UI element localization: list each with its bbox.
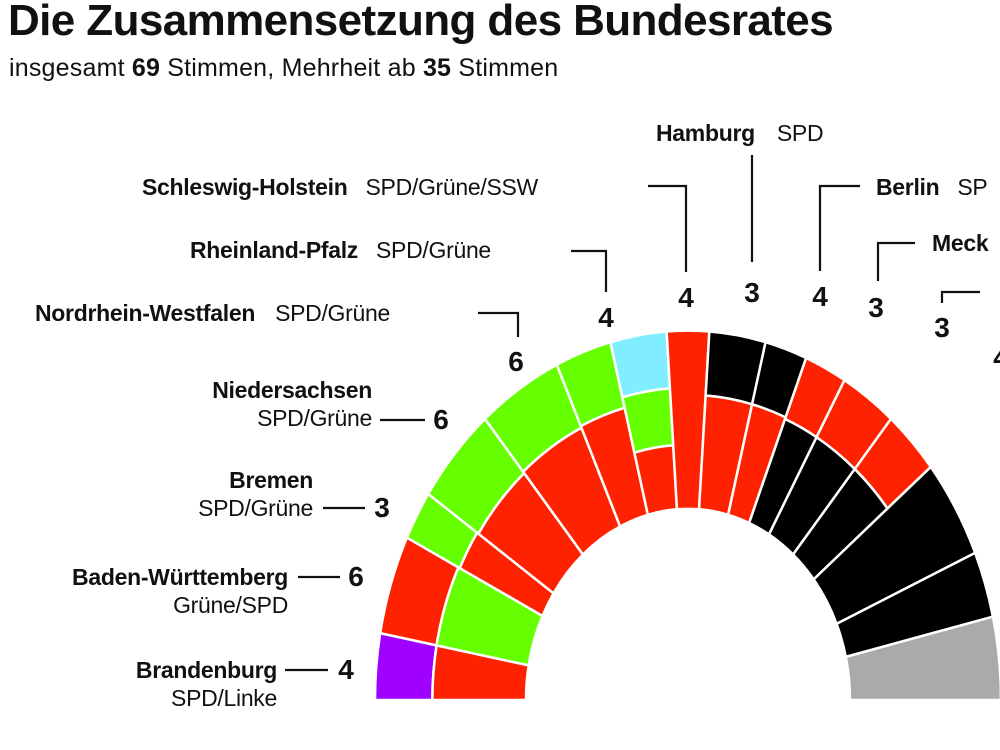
label-schleswig-holstein: Schleswig-Holstein SPD/Grüne/SSW [142,173,538,201]
votes-brandenburg: 4 [338,654,354,685]
state-name: Hamburg [656,120,755,146]
votes-bremen: 3 [374,492,390,523]
state-coalition: SPD/Grüne [275,300,390,326]
label-brandenburg: Brandenburg SPD/Linke [136,656,277,712]
total-votes: 69 [131,54,161,82]
state-name: Berlin [876,174,940,200]
state-coalition: SPD/Grüne [198,495,313,521]
state-coalition: Grüne/SPD [173,592,288,618]
leader-line-meck [876,241,915,281]
leader-line-berlin [818,184,860,271]
label-baden-wuerttemberg: Baden-Württemberg Grüne/SPD [72,563,288,619]
sector-state-11 [749,358,844,534]
votes-rheinland-pfalz: 4 [598,302,614,333]
subtitle-prefix: insgesamt [9,54,132,82]
sector-berlin [699,332,766,515]
label-berlin: Berlin SP [876,173,988,201]
state-name: Schleswig-Holstein [142,174,348,200]
subtitle-mid: Stimmen, Mehrheit ab [160,54,423,82]
votes-meck: 3 [868,292,884,323]
label-hamburg: Hamburg SPD [656,119,824,147]
label-nrw: Nordrhein-Westfalen SPD/Grüne [35,299,390,327]
votes-baden-wuerttemberg: 6 [348,561,364,592]
leader-line-state-11 [940,290,980,303]
state-name: Brandenburg [135,657,277,683]
leader-line-rheinland-pfalz [571,249,608,292]
sector-baden-w-rttemberg [380,538,542,666]
chart-subtitle: insgesamt 69 Stimmen, Mehrheit ab 35 Sti… [9,54,558,83]
state-name: Baden-Württemberg [72,564,288,590]
votes-niedersachsen: 6 [433,404,449,435]
state-name: Rheinland-Pfalz [190,237,359,263]
state-name: Nordrhein-Westfalen [35,300,256,326]
label-niedersachsen: Niedersachsen SPD/Grüne [212,376,372,432]
state-name: Meck [932,230,989,256]
state-coalition: SP [957,174,988,200]
sector-ring-1 [610,332,670,398]
label-meck: Meck [932,229,989,257]
chart-title: Die Zusammensetzung des Bundesrates [8,0,834,45]
leader-line-schleswig-holstein [648,184,688,272]
subtitle-suffix: Stimmen [451,54,559,82]
votes-nrw: 6 [508,346,524,377]
state-coalition: SPD/Linke [171,685,277,711]
state-coalition: SPD/Grüne/SSW [365,174,538,200]
state-coalition: SPD/Grüne [376,237,491,263]
state-name: Bremen [229,467,313,493]
label-bremen: Bremen SPD/Grüne [198,466,313,522]
state-name: Niedersachsen [212,377,372,403]
state-coalition: SPD/Grüne [257,405,372,431]
sector-ring-1 [846,617,1000,700]
sector-state-12 [769,380,891,554]
state-coalition: SPD [776,120,824,146]
leader-line-nrw [478,311,520,337]
votes-state-12: 4 [986,342,1000,374]
votes-berlin: 4 [812,281,828,312]
majority-votes: 35 [422,54,452,82]
label-rheinland-pfalz: Rheinland-Pfalz SPD/Grüne [190,236,491,264]
votes-schleswig-holstein: 4 [678,282,694,313]
votes-hamburg: 3 [744,277,760,308]
votes-state-11: 3 [934,312,950,343]
sector-state-16 [846,617,1000,700]
